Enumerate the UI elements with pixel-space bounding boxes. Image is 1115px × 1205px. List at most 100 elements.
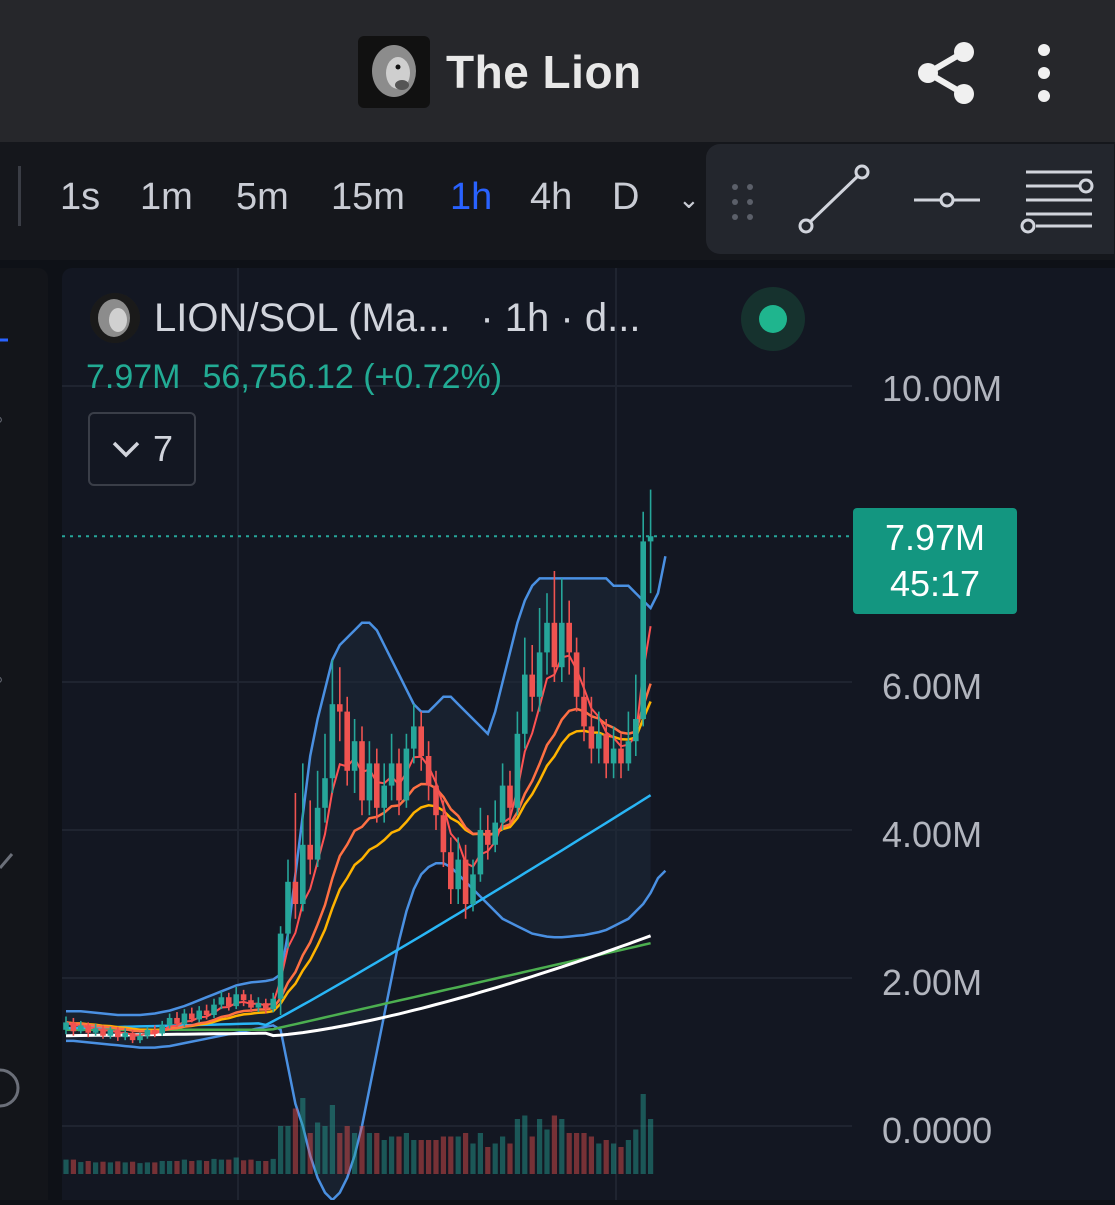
volume-bar	[359, 1126, 365, 1174]
volume-bar	[433, 1140, 439, 1174]
timeframe-1s[interactable]: 1s	[60, 176, 101, 218]
volume-bar	[285, 1126, 291, 1174]
top-bar: The Lion	[0, 0, 1115, 142]
volume-bar	[278, 1126, 284, 1174]
horizontal-ray-tool[interactable]	[910, 164, 990, 234]
candle-body	[581, 696, 587, 727]
left-sidebar-strip: ◦ ◦	[0, 268, 48, 1200]
candle-body	[218, 997, 225, 1005]
bollinger-band-fill	[66, 578, 651, 1200]
candle-body	[566, 622, 572, 653]
candle-body	[411, 726, 417, 749]
candle-body	[159, 1025, 165, 1034]
candle-body	[588, 726, 595, 749]
candle-body	[551, 622, 558, 668]
volume-bar	[566, 1133, 572, 1174]
volume-bar	[159, 1161, 165, 1174]
interval-label: · 1h · d...	[480, 295, 641, 340]
fib-retracement-tool[interactable]	[1018, 164, 1098, 234]
candle-body	[388, 763, 395, 786]
timeframe-d[interactable]: D	[612, 176, 640, 218]
ma-100-line	[65, 934, 652, 1038]
more-menu-button[interactable]	[1022, 40, 1066, 106]
volume-bar	[322, 1126, 328, 1174]
candle-body	[248, 1000, 254, 1008]
timeframe-dropdown-chevron-icon[interactable]: ⌄	[678, 184, 700, 214]
candle-body	[255, 1003, 262, 1008]
volume-bar	[374, 1133, 380, 1174]
volume-bar	[381, 1140, 387, 1174]
share-button[interactable]	[912, 38, 982, 108]
trend-line-tool[interactable]	[796, 164, 876, 234]
chart-panel[interactable]	[62, 268, 1115, 1200]
timeframe-1h[interactable]: 1h	[450, 176, 493, 218]
app-title: The Lion	[446, 46, 642, 98]
fib-lines-icon	[1020, 170, 1094, 234]
lion-small-avatar	[90, 293, 140, 343]
volume-bar	[514, 1119, 520, 1174]
volume-bar	[248, 1159, 254, 1174]
volume-bar	[574, 1133, 580, 1174]
candle-body	[233, 994, 239, 1007]
candle-body	[92, 1028, 99, 1033]
volume-bar	[315, 1122, 321, 1174]
candle-body	[544, 622, 550, 653]
candle-body	[152, 1029, 158, 1034]
drag-handle-icon[interactable]	[730, 182, 756, 222]
symbol-label[interactable]: LION/SOL (Ma...	[154, 295, 451, 340]
candle-body	[100, 1028, 106, 1036]
y-axis-tick: 2.00M	[882, 962, 983, 1003]
volume-bar	[189, 1161, 195, 1174]
candle-body	[211, 1004, 217, 1015]
market-status-indicator[interactable]	[741, 287, 805, 351]
candle-body	[351, 741, 358, 771]
volume-bar	[448, 1136, 454, 1174]
candle-body	[115, 1029, 121, 1038]
candle-body	[181, 1013, 188, 1024]
volume-bar	[63, 1159, 69, 1174]
volume-bar	[366, 1133, 372, 1174]
candle-body	[144, 1029, 151, 1036]
candle-body	[618, 748, 624, 764]
volume-bar	[507, 1143, 513, 1174]
indicators-toggle-button[interactable]: 7	[88, 412, 196, 486]
svg-text:◦: ◦	[0, 664, 3, 694]
trend-line-icon	[798, 164, 870, 234]
timeframe-5m[interactable]: 5m	[236, 176, 289, 218]
volume-bar	[581, 1133, 587, 1174]
price-chart[interactable]	[62, 268, 1115, 1200]
candle-body	[425, 756, 432, 786]
y-axis-tick: 0.0000	[882, 1110, 993, 1151]
chart-legend: LION/SOL (Ma... · 1h · d...	[90, 290, 640, 346]
volume-bar	[137, 1163, 143, 1174]
volume-bar	[130, 1161, 136, 1174]
volume-bar	[559, 1119, 565, 1174]
candle-body	[203, 1010, 210, 1015]
candle-body	[529, 674, 535, 697]
timeframe-1m[interactable]: 1m	[140, 176, 193, 218]
volume-bar	[300, 1098, 306, 1174]
candle-body	[507, 785, 513, 808]
lion-avatar	[358, 36, 430, 108]
candle-body	[499, 785, 506, 823]
candle-body	[470, 874, 476, 904]
candle-body	[448, 852, 454, 890]
candle-body	[226, 997, 232, 1007]
volume-bar	[211, 1158, 217, 1174]
horizontal-line-icon	[914, 192, 980, 208]
candle-body	[477, 830, 484, 875]
last-price-label: 7.97M 45:17	[853, 508, 1017, 614]
candle-body	[263, 1003, 269, 1010]
last-price-value: 7.97M	[884, 517, 986, 558]
candle-body	[70, 1022, 77, 1032]
volume-bar	[492, 1143, 498, 1174]
status-dot-icon	[759, 305, 787, 333]
candle-body	[344, 711, 350, 771]
volume-bar	[588, 1136, 594, 1174]
candle-body	[285, 881, 291, 934]
volume-bar	[93, 1162, 99, 1174]
timeframe-4h[interactable]: 4h	[530, 176, 573, 218]
timeframe-15m[interactable]: 15m	[331, 176, 405, 218]
volume-bar	[122, 1162, 128, 1174]
volume-bar	[167, 1161, 173, 1174]
